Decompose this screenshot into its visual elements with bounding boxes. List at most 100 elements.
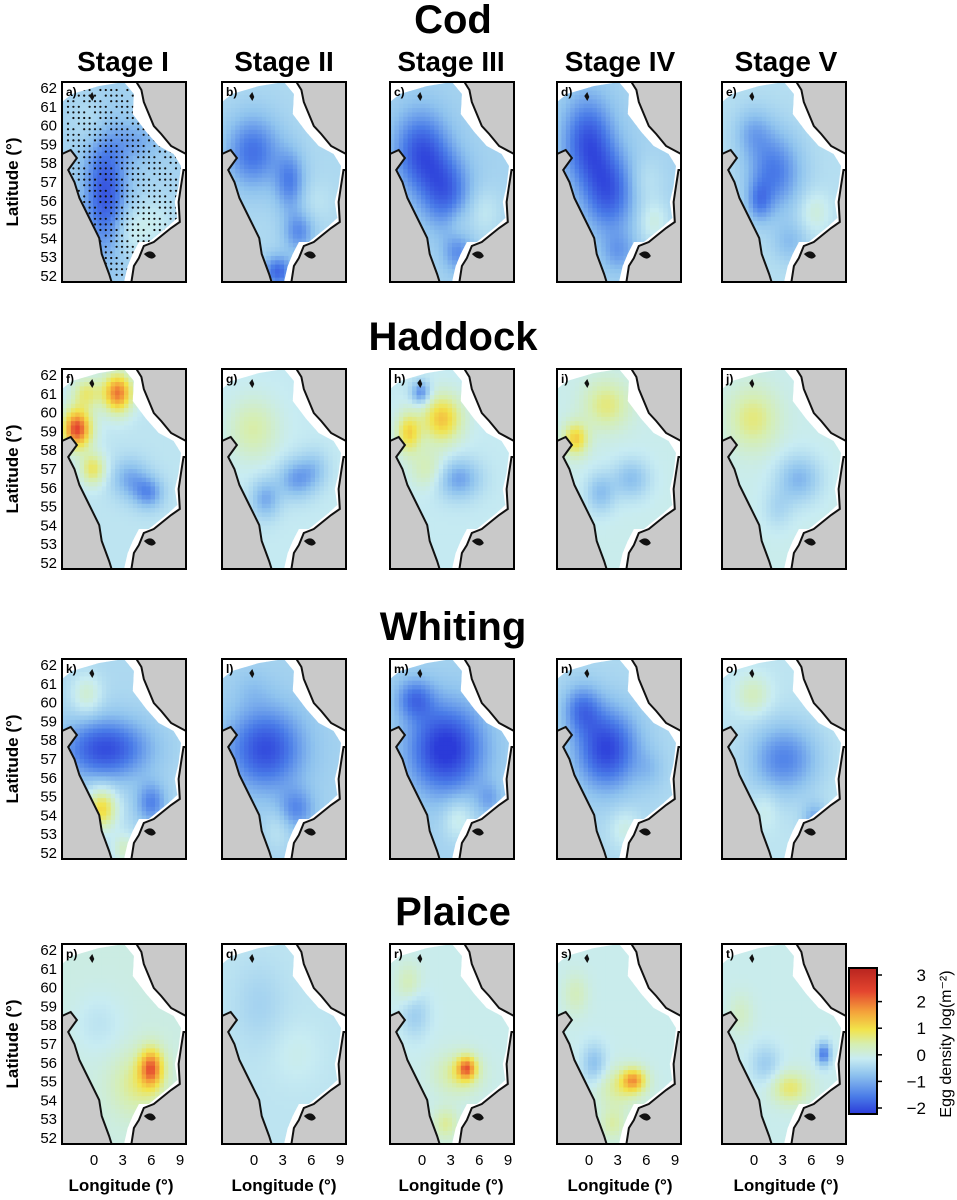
shetland-islands: [249, 379, 255, 388]
shetland-islands: [417, 954, 423, 963]
colorbar: 3 2 1 0 −1 −2 Egg density log(m⁻²): [848, 966, 955, 1118]
panel-letter: j): [725, 372, 733, 386]
danish-islands: [143, 538, 156, 546]
panel-letter: k): [66, 662, 77, 676]
latitude-tick: 54: [40, 230, 57, 247]
danish-islands: [471, 1113, 484, 1121]
panel-frame: [221, 943, 347, 1145]
map-panel-k: k): [61, 658, 187, 860]
panel-letter: d): [561, 85, 572, 99]
map-panel-e: e): [721, 81, 847, 283]
map-panel-i: i): [556, 368, 682, 570]
danish-islands: [303, 1113, 316, 1121]
latitude-tick: 52: [40, 268, 57, 285]
latitude-tick: 54: [40, 1092, 57, 1109]
colorbar-tick: 1: [917, 1019, 926, 1038]
map-panel-q: q): [221, 943, 347, 1145]
panel-letter: l): [226, 662, 233, 676]
danish-islands: [143, 828, 156, 836]
colorbar-tick-labels: 3 2 1 0 −1 −2: [877, 966, 926, 1118]
danish-islands: [638, 828, 651, 836]
longitude-tick: 9: [671, 1152, 679, 1169]
latitude-tick: 55: [40, 789, 57, 806]
longitude-tick: 3: [119, 1152, 127, 1169]
panel-frame: [389, 943, 515, 1145]
panel-letter: a): [66, 85, 77, 99]
panel-frame: [556, 368, 682, 570]
map-panel-p: p): [61, 943, 187, 1145]
panel-frame: [721, 943, 847, 1145]
latitude-tick: 60: [40, 695, 57, 712]
latitude-tick: 54: [40, 807, 57, 824]
longitude-tick: 0: [418, 1152, 426, 1169]
shetland-islands: [417, 379, 423, 388]
map-panel-f: f): [61, 368, 187, 570]
map-panel-o: o): [721, 658, 847, 860]
panel-frame: [721, 368, 847, 570]
shetland-islands: [584, 379, 590, 388]
stage-header-3: Stage III: [397, 46, 504, 77]
stage-header-5: Stage V: [735, 46, 838, 77]
species-title-cod: Cod: [414, 0, 492, 42]
latitude-tick: 62: [40, 657, 57, 674]
panel-letter: m): [394, 662, 409, 676]
shetland-islands: [584, 954, 590, 963]
longitude-tick: 3: [614, 1152, 622, 1169]
shetland-islands: [249, 954, 255, 963]
map-panel-l: l): [221, 658, 347, 860]
shetland-islands: [417, 669, 423, 678]
latitude-tick: 58: [40, 442, 57, 459]
latitude-tick: 62: [40, 942, 57, 959]
longitude-tick: 3: [779, 1152, 787, 1169]
stage-header-4: Stage IV: [565, 46, 676, 77]
latitude-tick: 58: [40, 1017, 57, 1034]
species-title-whiting: Whiting: [380, 605, 527, 649]
panel-letter: q): [226, 947, 237, 961]
danish-islands: [303, 828, 316, 836]
panel-letter: f): [66, 372, 74, 386]
latitude-tick: 59: [40, 423, 57, 440]
latitude-tick: 60: [40, 118, 57, 135]
latitude-tick: 56: [40, 770, 57, 787]
longitude-tick-labels: 0 3 6 9 0 3 6 9 0 3 6 9 0 3 6 9 0 3 6 9: [90, 1152, 844, 1169]
panel-frame: [721, 81, 847, 283]
panel-frame: [556, 81, 682, 283]
latitude-tick: 55: [40, 1074, 57, 1091]
danish-islands: [638, 1113, 651, 1121]
latitude-tick: 59: [40, 713, 57, 730]
longitude-tick: 3: [447, 1152, 455, 1169]
map-panel-m: m): [389, 658, 515, 860]
latitude-tick: 55: [40, 499, 57, 516]
colorbar-gradient: [848, 967, 878, 1115]
shetland-islands: [89, 379, 95, 388]
shetland-islands: [749, 92, 755, 101]
map-panel-n: n): [556, 658, 682, 860]
panel-frame: [61, 658, 187, 860]
colorbar-title: Egg density log(m⁻²): [938, 970, 955, 1117]
map-panel-h: h): [389, 368, 515, 570]
latitude-tick: 59: [40, 136, 57, 153]
longitude-tick: 6: [307, 1152, 315, 1169]
map-panel-t: t): [721, 943, 847, 1145]
colorbar-tick: −2: [907, 1099, 926, 1118]
panel-frame: [221, 368, 347, 570]
longitude-tick: 0: [750, 1152, 758, 1169]
danish-islands: [803, 251, 816, 259]
longitude-tick: 9: [336, 1152, 344, 1169]
shetland-islands: [749, 954, 755, 963]
map-panel-d: d): [556, 81, 682, 283]
panel-frame: [389, 658, 515, 860]
panel-letter: t): [726, 947, 734, 961]
latitude-tick: 58: [40, 732, 57, 749]
map-panel-s: s): [556, 943, 682, 1145]
panel-frame: [389, 368, 515, 570]
latitude-tick: 61: [40, 99, 57, 116]
panel-frame: [221, 658, 347, 860]
panel-letter: p): [66, 947, 77, 961]
longitude-tick: 9: [504, 1152, 512, 1169]
danish-islands: [303, 251, 316, 259]
map-panel-g: g): [221, 368, 347, 570]
danish-islands: [471, 828, 484, 836]
latitude-tick: 52: [40, 1130, 57, 1147]
longitude-tick: 9: [836, 1152, 844, 1169]
